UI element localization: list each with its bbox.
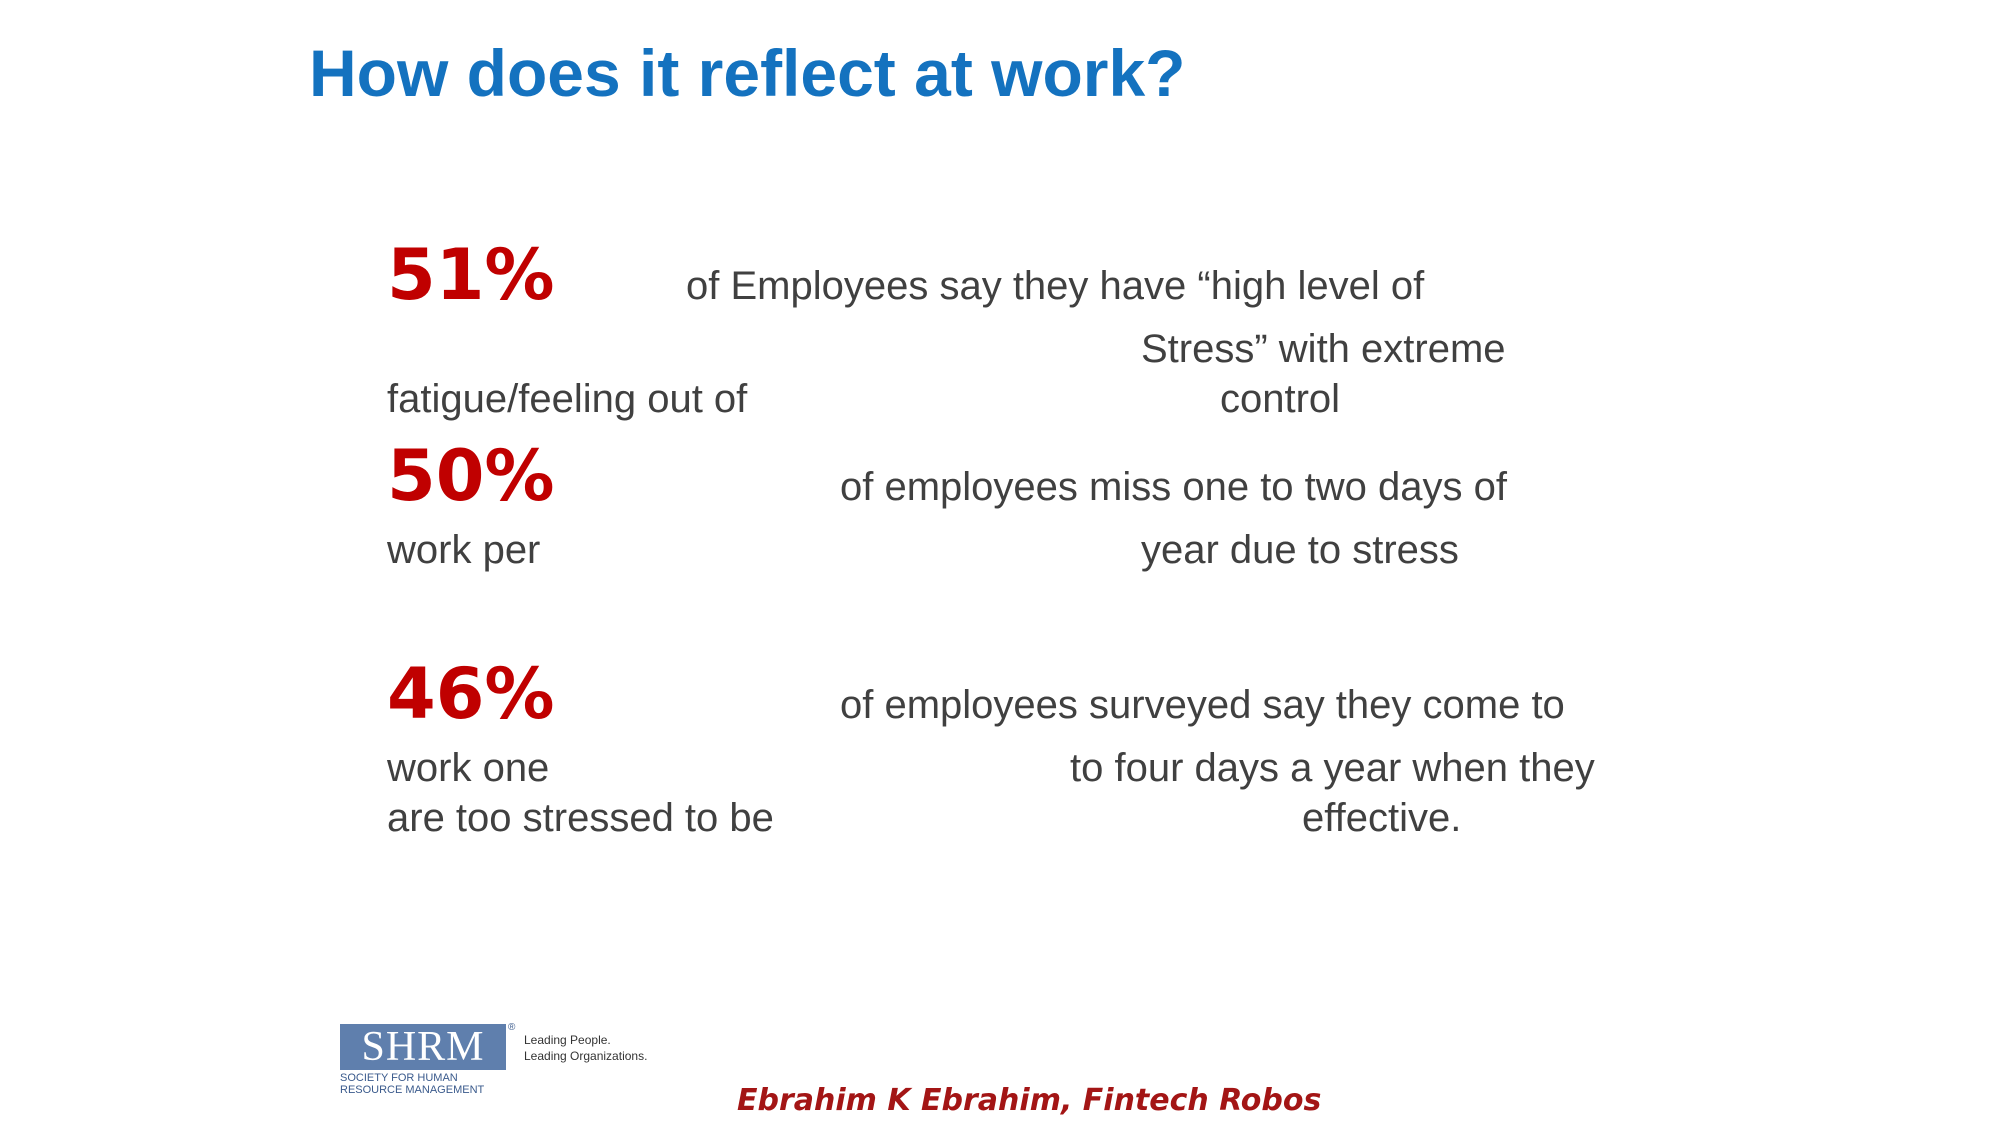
logo-tagline-line: Leading People.: [524, 1033, 611, 1047]
stat-text-line: of employees miss one to two days of: [840, 465, 1507, 509]
stat-text-line: to four days a year when they: [1070, 746, 1595, 790]
stat-value: 50%: [387, 435, 555, 517]
logo-tagline: Leading People. Leading Organizations.: [524, 1032, 647, 1064]
stat-text-line: control: [1220, 377, 1341, 421]
stat-text-line: are too stressed to be: [387, 796, 774, 840]
stat-text-line: fatigue/feeling out of: [387, 377, 748, 421]
logo-subtitle-line: RESOURCE MANAGEMENT: [340, 1084, 485, 1096]
stat-text-line: Stress” with extreme: [1141, 327, 1506, 371]
stat-text-line: year due to stress: [1141, 528, 1459, 572]
footer-credit: Ebrahim K Ebrahim, Fintech Robos: [737, 1083, 1322, 1118]
stat-text-line: work one: [387, 746, 550, 790]
logo-box: SHRM: [340, 1024, 506, 1070]
logo-tagline-line: Leading Organizations.: [524, 1049, 648, 1063]
logo-subtitle-line: SOCIETY FOR HUMAN: [340, 1072, 458, 1084]
stat-text-line: of employees surveyed say they come to: [840, 683, 1565, 727]
stat-text-line: work per: [387, 528, 541, 572]
stat-value: 51%: [387, 234, 555, 316]
logo-subtitle: SOCIETY FOR HUMAN RESOURCE MANAGEMENT: [340, 1072, 484, 1096]
shrm-logo: SHRM ® SOCIETY FOR HUMAN RESOURCE MANAGE…: [340, 1022, 710, 1096]
stat-value: 46%: [387, 653, 555, 735]
registered-mark: ®: [508, 1022, 516, 1033]
stat-text-line: effective.: [1302, 796, 1462, 840]
slide-title: How does it reflect at work?: [309, 36, 1186, 110]
stat-text-line: of Employees say they have “high level o…: [686, 264, 1425, 308]
logo-letters: SHRM: [361, 1024, 485, 1070]
